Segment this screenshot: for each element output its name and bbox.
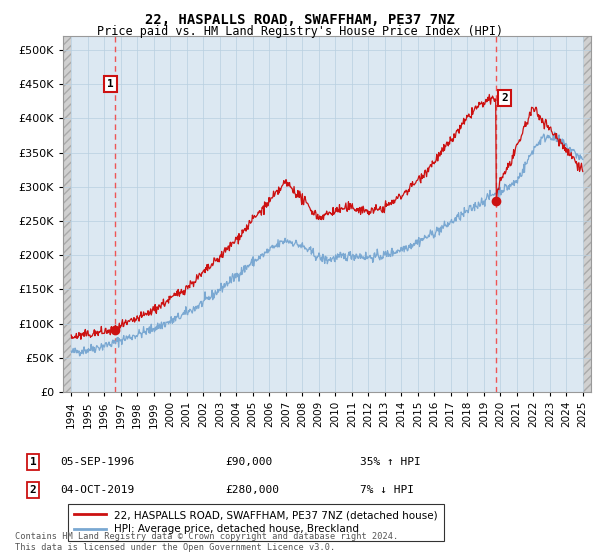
Text: 2: 2 [29, 485, 37, 495]
Text: £280,000: £280,000 [225, 485, 279, 495]
Text: 7% ↓ HPI: 7% ↓ HPI [360, 485, 414, 495]
Text: 05-SEP-1996: 05-SEP-1996 [60, 457, 134, 467]
Text: 35% ↑ HPI: 35% ↑ HPI [360, 457, 421, 467]
Text: 1: 1 [29, 457, 37, 467]
Text: 04-OCT-2019: 04-OCT-2019 [60, 485, 134, 495]
Text: £90,000: £90,000 [225, 457, 272, 467]
Text: 2: 2 [501, 93, 508, 103]
Bar [583, 36, 591, 392]
Text: Contains HM Land Registry data © Crown copyright and database right 2024.
This d: Contains HM Land Registry data © Crown c… [15, 532, 398, 552]
Legend: 22, HASPALLS ROAD, SWAFFHAM, PE37 7NZ (detached house), HPI: Average price, deta: 22, HASPALLS ROAD, SWAFFHAM, PE37 7NZ (d… [68, 504, 444, 540]
Text: Price paid vs. HM Land Registry's House Price Index (HPI): Price paid vs. HM Land Registry's House … [97, 25, 503, 38]
Bar [63, 36, 71, 392]
Text: 1: 1 [107, 80, 114, 89]
Text: 22, HASPALLS ROAD, SWAFFHAM, PE37 7NZ: 22, HASPALLS ROAD, SWAFFHAM, PE37 7NZ [145, 13, 455, 27]
